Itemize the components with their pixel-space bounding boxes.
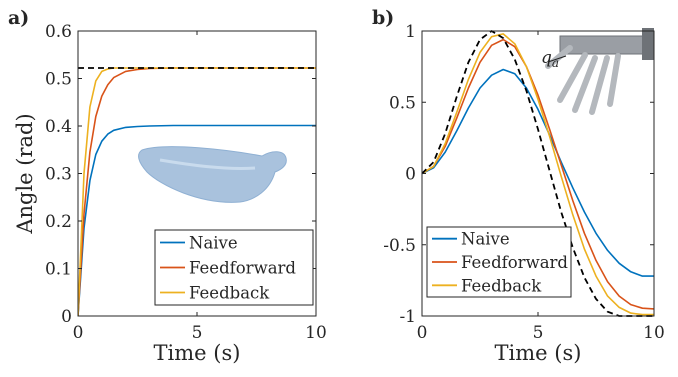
legend-label-feedforward: Feedforward [189,259,296,278]
series-line-reference [422,30,654,317]
y-tick-label: -0.5 [383,236,416,256]
x-tick-label: 5 [192,323,203,343]
x-tick-label: 0 [417,323,428,343]
legend-label-feedback: Feedback [189,284,270,303]
x-axis-label: Time (s) [495,341,582,365]
legend-label-naive: Naive [189,234,238,253]
y-tick-label: 1 [405,22,416,42]
x-tick-label: 10 [643,323,665,343]
hand-mount [642,28,654,60]
y-tick-label: 0 [61,307,72,327]
soft-gripper-highlight [159,158,256,170]
joint-angle-marker [547,55,567,63]
y-tick-label: 0 [405,165,416,185]
joint-angle-label: qa [541,48,559,70]
panel-label: b) [372,7,394,29]
panel-label: a) [8,7,29,29]
x-tick-label: 10 [305,323,327,343]
y-tick-label: 0.5 [389,93,416,113]
x-tick-label: 5 [533,323,544,343]
y-tick-label: 0.2 [45,212,72,232]
series-group [78,67,316,317]
series-group [422,30,654,317]
y-tick-label: 0.4 [45,117,72,137]
hand-finger [572,55,598,113]
hand-finger [545,45,573,69]
y-tick-label: 0.5 [45,70,72,90]
hand-finger [557,52,588,103]
soft-gripper-illustration [138,146,287,203]
series-line-naive [78,124,316,317]
hand-arm [559,35,653,55]
series-line-naive [422,68,654,277]
y-tick-label: 0.3 [45,165,72,185]
legend-label-feedforward: Feedforward [461,253,568,272]
legend-label-naive: Naive [461,230,510,249]
hand-finger [607,53,621,107]
y-tick-label: -1 [399,307,416,327]
series-line-feedback [422,33,654,316]
legend-label-feedback: Feedback [461,276,542,295]
y-tick-label: 0.1 [45,260,72,280]
panel-a: 0 5 10 0 0.1 0.2 0.3 0.4 0.5 0.6 Time (s) Angle (ra… [8,7,327,365]
legend: Naive Feedforward Feedback [426,226,572,298]
y-axis-label: Angle (rad) [13,113,37,234]
series-line-feedforward [422,38,654,310]
x-axis-label: Time (s) [154,341,241,365]
y-tick-label: 0.6 [45,22,72,42]
robotic-hand-illustration: qa [541,28,654,115]
hand-finger [589,55,610,115]
legend: Naive Feedforward Feedback [154,229,314,306]
panel-b: qa 0 5 10 -1 -0.5 0 0.5 1 Time (s) b) Naive Feedforw… [372,7,665,365]
soft-gripper-shape [138,146,287,203]
x-tick-label: 0 [73,323,84,343]
